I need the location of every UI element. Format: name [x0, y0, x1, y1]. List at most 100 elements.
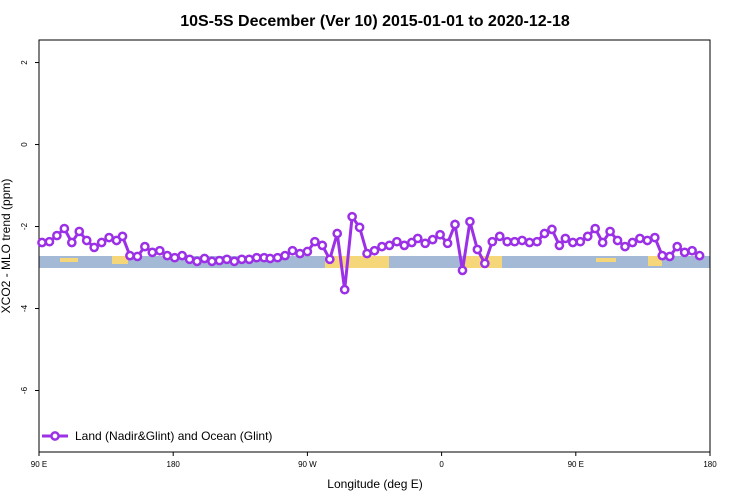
- point: [132, 251, 143, 262]
- point: [272, 252, 283, 263]
- point: [649, 232, 660, 243]
- point: [74, 226, 85, 237]
- point: [442, 238, 453, 249]
- point: [384, 240, 395, 251]
- point: [642, 235, 653, 246]
- point: [450, 219, 460, 230]
- point: [332, 228, 343, 239]
- point: [37, 237, 47, 248]
- point: [369, 245, 380, 256]
- point: [214, 255, 225, 266]
- point: [81, 235, 92, 246]
- x-axis-label: Longitude (deg E): [327, 477, 422, 491]
- point: [199, 253, 210, 264]
- point: [582, 231, 593, 242]
- point: [89, 242, 100, 253]
- point: [147, 247, 158, 258]
- y-tick-label: -6: [20, 386, 29, 394]
- point: [354, 222, 365, 233]
- point: [192, 256, 202, 267]
- point: [347, 211, 357, 222]
- x-tick-label: 90 W: [298, 460, 317, 469]
- point: [657, 250, 668, 261]
- point: [66, 237, 77, 248]
- point: [560, 233, 571, 244]
- point: [664, 251, 675, 262]
- point: [104, 232, 114, 243]
- x-tick-label: 90 E: [568, 460, 584, 469]
- point: [339, 284, 350, 295]
- point: [547, 224, 557, 235]
- y-tick-label: -4: [20, 304, 29, 312]
- point: [324, 254, 335, 265]
- point: [427, 234, 438, 245]
- point: [597, 237, 608, 248]
- point: [169, 252, 180, 263]
- point: [154, 245, 165, 256]
- y-tick-label: 2: [20, 60, 29, 65]
- point: [612, 235, 623, 246]
- point: [229, 256, 240, 267]
- point: [44, 236, 55, 247]
- x-tick-label: 180: [703, 460, 717, 469]
- point: [435, 229, 445, 240]
- point: [494, 231, 505, 242]
- point: [672, 241, 683, 252]
- point: [265, 253, 275, 264]
- point: [59, 223, 70, 234]
- point: [539, 228, 550, 239]
- point: [679, 247, 690, 258]
- point: [554, 240, 565, 251]
- point: [244, 254, 255, 265]
- point: [502, 236, 513, 247]
- point: [96, 237, 107, 248]
- legend-marker: [50, 431, 60, 441]
- plot: [37, 211, 705, 295]
- point: [472, 244, 483, 255]
- point: [236, 254, 247, 265]
- point: [222, 254, 232, 265]
- point: [532, 236, 542, 247]
- point: [509, 236, 520, 247]
- point: [362, 248, 372, 259]
- point: [567, 237, 578, 248]
- y-tick-label: -2: [20, 222, 29, 230]
- point: [694, 250, 705, 261]
- point: [162, 250, 173, 261]
- point: [627, 237, 638, 248]
- point: [280, 250, 290, 261]
- point: [377, 241, 387, 252]
- point: [117, 231, 128, 242]
- point: [687, 245, 697, 256]
- x-tick-label: 180: [167, 460, 181, 469]
- point: [465, 216, 475, 227]
- chart-title: 10S-5S December (Ver 10) 2015-01-01 to 2…: [180, 13, 570, 30]
- point: [479, 258, 490, 269]
- point: [392, 236, 402, 247]
- point: [317, 240, 328, 251]
- point: [184, 254, 195, 265]
- point: [590, 223, 601, 234]
- point: [310, 236, 320, 247]
- point: [287, 245, 298, 256]
- point: [52, 230, 62, 241]
- y-axis-label: XCO2 - MLO trend (ppm): [0, 179, 13, 314]
- point: [207, 256, 217, 267]
- point: [125, 250, 135, 261]
- y-tick-label: 0: [20, 142, 29, 147]
- point: [251, 252, 262, 263]
- point: [177, 250, 187, 261]
- point: [399, 240, 410, 251]
- point: [524, 237, 535, 248]
- point: [420, 238, 431, 249]
- x-tick-label: 90 E: [31, 460, 47, 469]
- point: [457, 265, 468, 276]
- point: [140, 241, 150, 252]
- legend-label: Land (Nadir&Glint) and Ocean (Glint): [75, 429, 272, 443]
- point: [620, 241, 630, 252]
- point: [487, 236, 498, 247]
- point: [517, 235, 527, 246]
- x-tick-label: 0: [439, 460, 444, 469]
- point: [412, 233, 423, 244]
